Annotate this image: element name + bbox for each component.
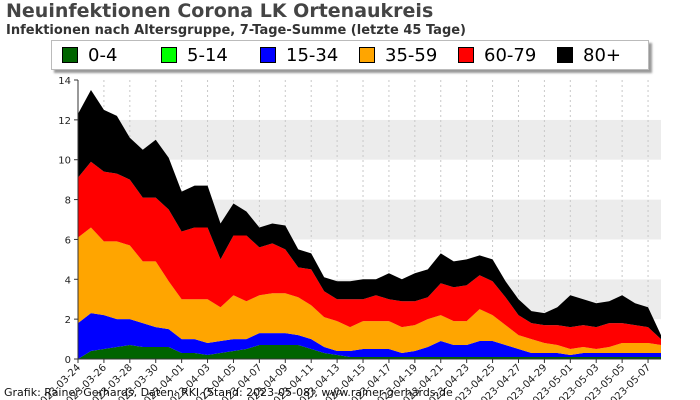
legend-label: 5-14 <box>187 44 228 66</box>
series-area-15-34 <box>78 313 661 359</box>
y-tick-label: 6 <box>65 235 71 246</box>
y-tick-label: 8 <box>65 196 71 207</box>
legend-swatch <box>557 47 573 63</box>
series-area-35-59 <box>78 227 661 356</box>
legend-label: 35-59 <box>385 44 438 66</box>
chart-footer: Grafik: Rainer Gerhards, Daten: RKI (Sta… <box>4 386 453 399</box>
y-tick-label: 0 <box>65 355 71 366</box>
legend-label: 80+ <box>583 44 621 66</box>
legend-label: 60-79 <box>484 44 537 66</box>
chart-legend: 0-4 5-14 15-34 35-59 60-79 80+ <box>51 40 649 70</box>
y-tick-label: 10 <box>58 156 71 167</box>
legend-item-35-59: 35-59 <box>349 45 448 66</box>
legend-item-0-4: 0-4 <box>52 45 151 66</box>
y-tick-label: 2 <box>65 315 71 326</box>
legend-item-60-79: 60-79 <box>448 45 547 66</box>
legend-item-80+: 80+ <box>547 45 646 66</box>
series-area-0-4 <box>78 345 661 359</box>
legend-item-5-14: 5-14 <box>151 45 250 66</box>
legend-swatch <box>161 47 177 63</box>
legend-swatch <box>359 47 375 63</box>
legend-label: 0-4 <box>88 44 118 66</box>
legend-label: 15-34 <box>286 44 339 66</box>
y-tick-label: 12 <box>58 116 71 127</box>
chart-title: Neuinfektionen Corona LK Ortenaukreis <box>6 0 434 22</box>
legend-swatch <box>458 47 474 63</box>
series-area-80+ <box>78 89 661 340</box>
y-tick-label: 4 <box>65 275 71 286</box>
y-tick-label: 14 <box>58 76 71 87</box>
legend-item-15-34: 15-34 <box>250 45 349 66</box>
grid-band <box>78 119 661 160</box>
legend-swatch <box>260 47 276 63</box>
chart-subtitle: Infektionen nach Altersgruppe, 7-Tage-Su… <box>6 23 467 38</box>
grid-band <box>78 80 661 120</box>
legend-swatch <box>62 47 78 63</box>
series-area-60-79 <box>78 161 661 350</box>
